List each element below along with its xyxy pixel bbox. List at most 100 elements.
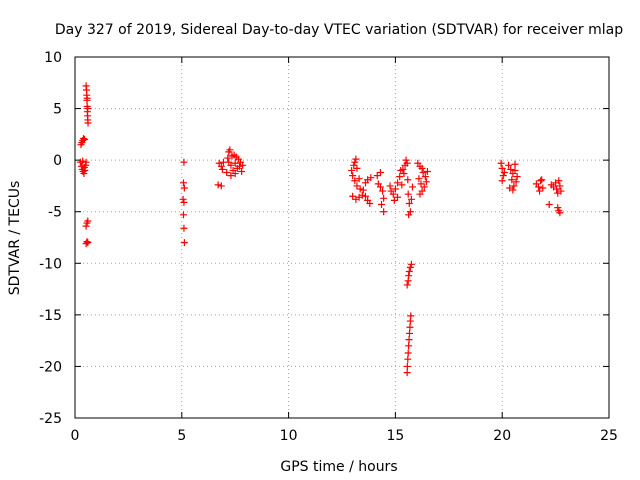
data-point [405,211,413,219]
axis-ticks [74,56,610,419]
data-point [350,161,358,169]
data-point [402,156,410,164]
data-point [84,217,92,225]
data-point [405,272,413,280]
data-point [511,160,519,168]
data-point [373,172,381,180]
data-point [376,169,384,177]
data-point [505,161,513,169]
data-point [353,164,361,172]
data-point [511,166,519,174]
data-point [415,175,423,183]
data-point [226,146,234,154]
data-point [407,195,415,203]
data-point [84,239,92,247]
data-point [82,158,90,166]
data-point [180,198,188,206]
data-point [217,182,225,190]
data-point [348,166,356,174]
data-point [404,176,412,184]
data-point [79,157,87,165]
data-point [379,187,387,195]
data-point [394,179,402,187]
data-point [391,185,399,193]
data-point [390,196,398,204]
data-point [423,167,431,175]
data-point [421,173,429,181]
data-point [394,193,402,201]
data-point [83,94,91,102]
grid-lines [75,57,609,418]
data-point [405,342,413,350]
data-point [422,178,430,186]
data-point [180,224,188,232]
data-point [238,167,246,175]
data-point [80,170,88,178]
data-point [84,119,92,127]
data-point [358,191,366,199]
data-point [400,170,408,178]
data-point [235,162,243,170]
data-point [497,159,505,167]
y-tick-label: 10 [44,50,62,66]
data-point [389,190,397,198]
data-point [80,136,88,144]
data-point [404,349,412,357]
data-point [227,172,235,180]
data-point [404,355,412,363]
data-point [180,158,188,166]
data-point [537,177,545,185]
data-point [406,208,414,216]
data-point [84,105,92,113]
data-point [555,177,563,185]
data-point [349,192,357,200]
data-point [508,176,516,184]
data-point [231,170,239,178]
x-tick-labels: 0 5 10 15 20 25 [71,428,618,444]
data-point [380,208,388,216]
data-point [405,199,413,207]
data-point [406,323,414,331]
data-point [417,180,425,188]
data-point [214,181,222,189]
y-tick-label: -15 [39,308,62,324]
data-points [76,82,565,377]
data-point [225,158,233,166]
data-point [405,336,413,344]
data-point [380,194,388,202]
data-point [180,211,188,219]
x-axis-label: GPS time / hours [280,459,397,475]
y-tick-label: -20 [39,359,62,375]
data-point [499,172,507,180]
data-point [231,159,239,167]
data-point [351,158,359,166]
data-point [179,195,187,203]
data-point [403,281,411,289]
data-point [403,369,411,377]
data-point [77,162,85,170]
data-point [536,187,544,195]
data-point [366,199,374,207]
data-point [217,162,225,170]
data-point [239,161,247,169]
data-point [403,159,411,167]
data-point [506,184,514,192]
data-point [416,190,424,198]
data-point [420,183,428,191]
data-point [500,169,508,177]
y-tick-label: -10 [39,256,62,272]
data-point [353,182,361,190]
plot-frame [74,56,610,419]
data-point [538,176,546,184]
data-point [396,173,404,181]
data-point [512,178,520,186]
y-tick-labels: -25 -20 -15 -10 -5 0 5 10 [39,50,62,427]
data-point [351,177,359,185]
data-point [408,183,416,191]
data-point [507,165,515,173]
data-point [356,185,364,193]
data-point [180,239,188,247]
data-point [407,260,415,268]
y-axis-label: SDTVAR / TECUs [7,181,23,296]
data-point [405,268,413,276]
